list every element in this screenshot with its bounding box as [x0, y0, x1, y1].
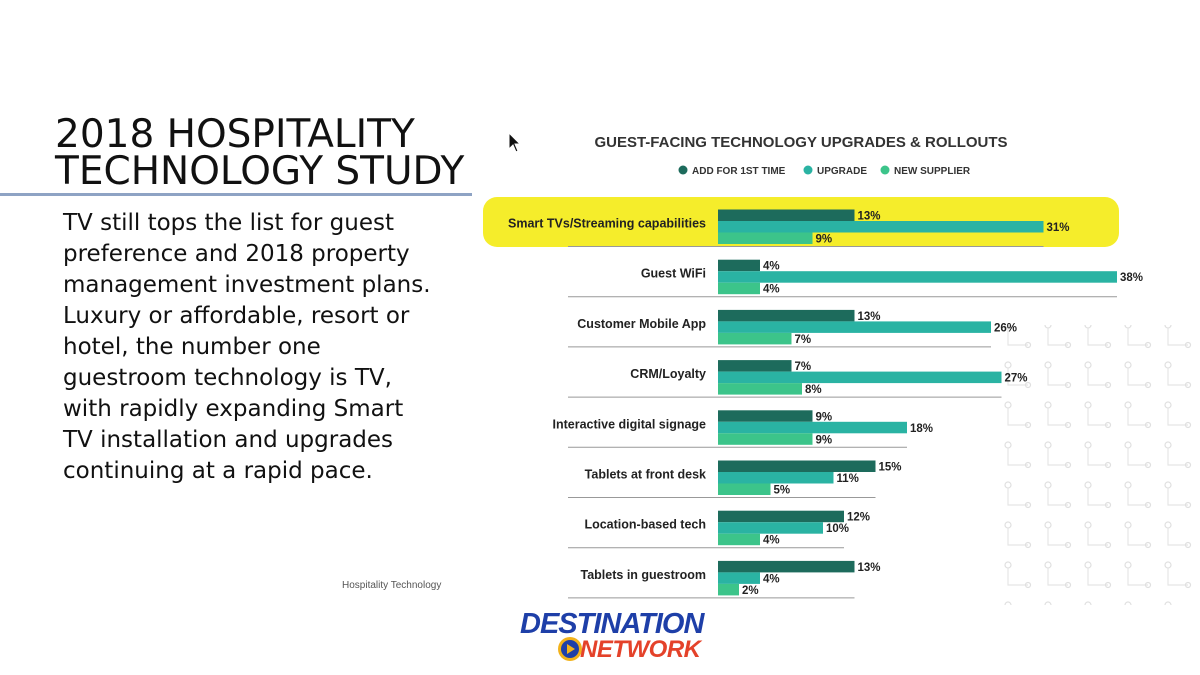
category-label: Tablets at front desk	[585, 468, 706, 482]
chart-legend: ADD FOR 1ST TIME UPGRADE NEW SUPPLIER	[678, 165, 971, 177]
bar	[718, 421, 907, 434]
slide-title-line-2: TECHNOLOGY STUDY	[55, 149, 465, 194]
data-label: 4%	[763, 573, 780, 585]
data-label: 10%	[826, 523, 849, 535]
bar	[718, 572, 760, 584]
legend-swatch	[803, 165, 813, 175]
bar	[718, 321, 991, 333]
bar	[718, 332, 792, 345]
title-divider	[0, 193, 472, 196]
data-label: 5%	[774, 485, 791, 497]
bar	[718, 371, 1002, 384]
data-label: 26%	[994, 322, 1017, 334]
bar	[718, 383, 802, 395]
body-text-line: with rapidly expanding Smart	[63, 396, 404, 422]
destination-network-logo: DESTINATION NETWORK	[518, 608, 733, 668]
data-label: 13%	[858, 211, 881, 223]
legend-label: ADD FOR 1ST TIME	[692, 166, 786, 177]
bar	[718, 309, 855, 322]
body-text-line: TV installation and upgrades	[63, 427, 394, 453]
category-label: Guest WiFi	[641, 267, 706, 281]
logo-line-2: NETWORK	[580, 636, 701, 663]
data-label: 4%	[763, 535, 780, 547]
data-label: 11%	[837, 473, 859, 485]
bar	[718, 271, 1117, 283]
mouse-pointer-icon	[508, 132, 522, 153]
legend-swatch	[678, 165, 688, 175]
slide-title: 2018 HOSPITALITY TECHNOLOGY STUDY	[55, 112, 475, 194]
play-icon	[558, 637, 582, 661]
category-label: Interactive digital signage	[552, 417, 706, 431]
bar	[718, 209, 855, 221]
data-label: 9%	[816, 411, 833, 423]
chart-plot: Smart TVs/Streaming capabilities 13% 31% 9%…	[483, 197, 1143, 599]
data-label: 8%	[805, 384, 822, 396]
legend-swatch	[880, 165, 890, 175]
body-text-line: management investment plans.	[63, 272, 431, 298]
body-text-line: preference and 2018 property	[63, 241, 410, 267]
data-label: 27%	[1005, 373, 1028, 385]
data-label: 38%	[1120, 272, 1143, 284]
body-text-line: continuing at a rapid pace.	[63, 458, 373, 484]
bar	[718, 483, 771, 495]
bar	[718, 282, 760, 295]
bar	[718, 560, 855, 573]
category-label: Customer Mobile App	[577, 317, 706, 331]
bar	[718, 533, 760, 546]
bar	[718, 460, 876, 472]
data-label: 4%	[763, 284, 780, 296]
bar	[718, 360, 792, 372]
category-label: CRM/Loyalty	[630, 367, 706, 381]
bar	[718, 472, 834, 484]
technology-upgrades-chart: GUEST-FACING TECHNOLOGY UPGRADES & ROLLO…	[483, 134, 1200, 605]
data-label: 9%	[816, 234, 833, 246]
bar	[718, 522, 823, 534]
slide-body-text: TV still tops the list for guest preferen…	[63, 208, 463, 487]
chart-title: GUEST-FACING TECHNOLOGY UPGRADES & ROLLO…	[594, 134, 1007, 151]
data-label: 12%	[847, 512, 870, 524]
bar	[718, 583, 739, 596]
data-label: 4%	[763, 261, 780, 273]
body-text-line: hotel, the number one	[63, 334, 321, 360]
data-label: 31%	[1047, 222, 1070, 234]
category-label: Smart TVs/Streaming capabilities	[508, 217, 706, 231]
legend-label: NEW SUPPLIER	[894, 166, 971, 177]
data-label: 13%	[858, 311, 881, 323]
category-label: Location-based tech	[584, 518, 706, 532]
bar	[718, 410, 813, 422]
legend-label: UPGRADE	[817, 166, 867, 177]
category-label: Tablets in guestroom	[581, 568, 706, 582]
data-label: 7%	[795, 361, 812, 373]
bar	[718, 232, 813, 244]
circuit-background-decoration	[998, 325, 1200, 605]
slide-title-line-1: 2018 HOSPITALITY	[55, 112, 415, 157]
data-label: 2%	[742, 585, 759, 597]
source-caption: Hospitality Technology	[342, 580, 442, 591]
logo-line-1: DESTINATION	[520, 608, 704, 640]
data-label: 13%	[858, 562, 881, 574]
data-label: 7%	[795, 334, 812, 346]
body-text-line: guestroom technology is TV,	[63, 365, 392, 391]
data-label: 9%	[816, 434, 833, 446]
body-text-line: Luxury or affordable, resort or	[63, 303, 410, 329]
data-label: 15%	[879, 462, 902, 474]
bar	[718, 221, 1044, 233]
body-text-line: TV still tops the list for guest	[63, 210, 394, 236]
bar	[718, 259, 760, 272]
data-label: 18%	[910, 423, 933, 435]
bar	[718, 433, 813, 445]
bar	[718, 510, 844, 523]
